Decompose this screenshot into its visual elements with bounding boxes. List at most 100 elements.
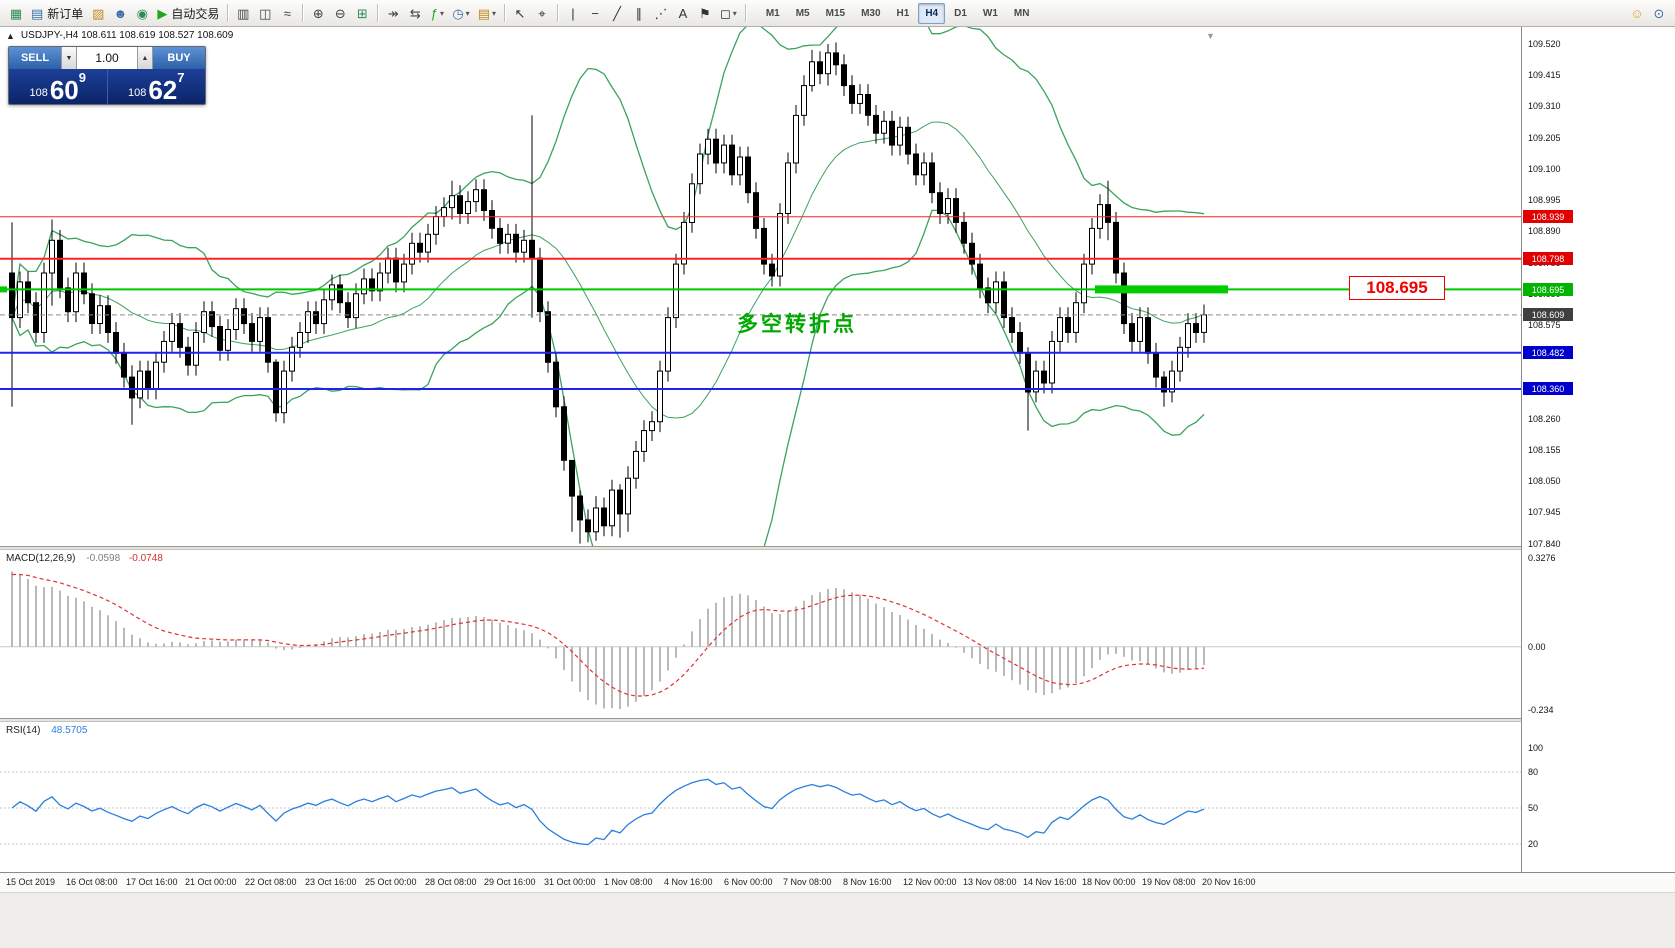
rsi-indicator-name: RSI(14) <box>6 725 41 736</box>
line-chart-button[interactable]: ≈ <box>276 2 298 24</box>
buy-price-display[interactable]: 108 62 7 <box>108 69 206 104</box>
date-axis[interactable]: 15 Oct 2019 16 Oct 08:00 17 Oct 16:00 21 Oc… <box>0 872 1675 892</box>
market-watch-button[interactable]: ☻ <box>109 2 131 24</box>
bar-chart-icon: ▥ <box>237 5 250 21</box>
macd-panel[interactable]: MACD(12,26,9) -0.0598 -0.0748 <box>0 550 1521 718</box>
sell-button[interactable]: SELL <box>9 47 61 69</box>
zoom-out-icon: ⊖ <box>334 5 346 21</box>
toolbar-separator <box>504 4 505 22</box>
chart-shift-button[interactable]: ⇆ <box>404 2 426 24</box>
periods-button[interactable]: ◷ ▾ <box>448 2 473 24</box>
bar-chart-button[interactable]: ▥ <box>232 2 254 24</box>
chart-annotation-text[interactable]: 多空转折点 <box>737 313 857 336</box>
auto-scroll-button[interactable]: ↠ <box>382 2 404 24</box>
volume-down-button[interactable]: ▼ <box>61 47 77 69</box>
toolbar-separator <box>744 4 746 22</box>
rsi-panel-separator[interactable] <box>0 718 1675 722</box>
buy-button[interactable]: BUY <box>153 47 205 69</box>
zoom-in-button[interactable]: ⊕ <box>307 2 329 24</box>
date-tick-label: 13 Nov 08:00 <box>963 877 1017 887</box>
channel-button[interactable]: ∥ <box>628 2 650 24</box>
timeframe-w1-button[interactable]: W1 <box>982 7 998 19</box>
date-tick-label: 17 Oct 16:00 <box>126 877 178 887</box>
fibonacci-button[interactable]: ⋰ <box>650 2 672 24</box>
label-button[interactable]: ⚑ <box>694 2 716 24</box>
date-tick-label: 16 Oct 08:00 <box>66 877 118 887</box>
text-icon: A <box>678 5 688 21</box>
tile-windows-icon: ⊞ <box>356 5 368 21</box>
toolbar-separator <box>377 4 379 22</box>
community-button[interactable]: ☺ <box>1626 2 1648 24</box>
trendline-icon: ╱ <box>613 5 621 21</box>
line-chart-icon: ≈ <box>283 5 291 21</box>
timeframe-m15-button[interactable]: M15 <box>825 7 846 19</box>
community-icon: ☺ <box>1630 5 1644 21</box>
rsi-panel[interactable]: RSI(14) 48.5705 <box>0 722 1521 872</box>
new-chart-button[interactable]: ▦ <box>5 2 27 24</box>
vertical-line-icon: | <box>571 5 575 21</box>
price-tick-label: 107.945 <box>1528 507 1561 517</box>
timeframe-h4-button[interactable]: H4 <box>918 2 946 24</box>
data-window-button[interactable]: ◉ <box>131 2 153 24</box>
volume-input[interactable] <box>77 47 137 69</box>
timeframe-d1-button[interactable]: D1 <box>954 7 967 19</box>
templates-icon: ▤ <box>477 5 490 21</box>
trendline-button[interactable]: ╱ <box>606 2 628 24</box>
cursor-button[interactable]: ↖ <box>509 2 531 24</box>
candlestick-button[interactable]: ◫ <box>254 2 276 24</box>
data-window-icon: ◉ <box>136 5 148 21</box>
price-divider <box>106 69 108 104</box>
rsi-label-row: RSI(14) 48.5705 <box>6 725 87 736</box>
date-tick-label: 21 Oct 00:00 <box>185 877 237 887</box>
rsi-tick-label: 50 <box>1528 803 1539 813</box>
timeframe-m30-button[interactable]: M30 <box>861 7 881 19</box>
macd-tick-label: 0.3276 <box>1528 553 1556 563</box>
profiles-button[interactable]: ▨ <box>87 2 109 24</box>
rsi-tick-label: 80 <box>1528 767 1539 777</box>
autotrade-button[interactable]: ▶ 自动交易 <box>153 2 223 24</box>
sell-price-big: 60 <box>49 74 79 105</box>
zoom-out-button[interactable]: ⊖ <box>329 2 351 24</box>
indicators-button[interactable]: ƒ ▾ <box>426 2 448 24</box>
trade-panel-toggle-icon[interactable]: ▲ <box>6 30 15 41</box>
horizontal-line-button[interactable]: − <box>584 2 606 24</box>
price-tick-label: 109.520 <box>1528 39 1561 49</box>
tile-windows-button[interactable]: ⊞ <box>351 2 373 24</box>
macd-panel-separator[interactable] <box>0 546 1675 550</box>
chart-shift-icon: ⇆ <box>409 5 421 21</box>
sell-price-display[interactable]: 108 60 9 <box>9 69 107 104</box>
templates-button[interactable]: ▤ ▾ <box>474 2 500 24</box>
timeframe-h1-button[interactable]: H1 <box>896 7 910 19</box>
rsi-tick-label: 100 <box>1528 743 1544 753</box>
macd-indicator-name: MACD(12,26,9) <box>6 553 76 564</box>
new-order-button[interactable]: ▤ 新订单 <box>27 2 87 24</box>
price-callout-box[interactable]: 108.695 <box>1349 276 1445 300</box>
shapes-button[interactable]: ◻ ▾ <box>716 2 741 24</box>
search-button[interactable]: ⊙ <box>1648 2 1670 24</box>
price-line-badge: 108.798 <box>1523 252 1573 265</box>
timeframe-m1-button[interactable]: M1 <box>765 7 780 19</box>
price-tick-label: 108.260 <box>1528 414 1561 424</box>
price-axis-column[interactable]: 109.520 109.415 109.310 109.205 109.100 108.9… <box>1521 27 1675 872</box>
autotrade-button-label: 自动交易 <box>171 6 220 21</box>
timeframe-m5-button[interactable]: M5 <box>795 7 810 19</box>
sell-price-pip: 9 <box>78 70 86 85</box>
vertical-line-button[interactable]: | <box>562 2 584 24</box>
sell-price-prefix: 108 <box>29 87 48 99</box>
price-chart-panel[interactable]: ▲ USDJPY-,H4 108.611 108.619 108.527 108… <box>0 27 1521 546</box>
volume-up-button[interactable]: ▲ <box>137 47 153 69</box>
price-tick-label: 109.310 <box>1528 101 1561 111</box>
price-tick-label: 109.100 <box>1528 164 1561 174</box>
date-tick-label: 6 Nov 00:00 <box>724 877 773 887</box>
chart-shift-marker-icon[interactable]: ▼ <box>1206 31 1215 41</box>
bottom-strip <box>0 892 1675 948</box>
trade-panel-controls: SELL ▼ ▲ BUY <box>9 47 205 69</box>
toolbar: ▦ ▤ 新订单 ▨ ☻ ◉ ▶ 自动交易 ▥ ◫ ≈ ⊕ ⊖ ⊞ ↠ ⇆ ƒ ▾ ◷ ▾ ▤ ▾ ↖ ⌖ | − ╱ ∥ ⋰ A ⚑ ◻ ▾ M… <box>0 0 1675 27</box>
crosshair-button[interactable]: ⌖ <box>531 2 553 24</box>
auto-scroll-icon: ↠ <box>387 5 399 21</box>
timeframe-mn-button[interactable]: MN <box>1013 7 1030 19</box>
one-click-trading-panel: SELL ▼ ▲ BUY 108 60 9 108 62 7 <box>8 46 206 105</box>
text-button[interactable]: A <box>672 2 694 24</box>
price-line-badge: 108.609 <box>1523 308 1573 321</box>
buy-price-prefix: 108 <box>127 87 147 99</box>
